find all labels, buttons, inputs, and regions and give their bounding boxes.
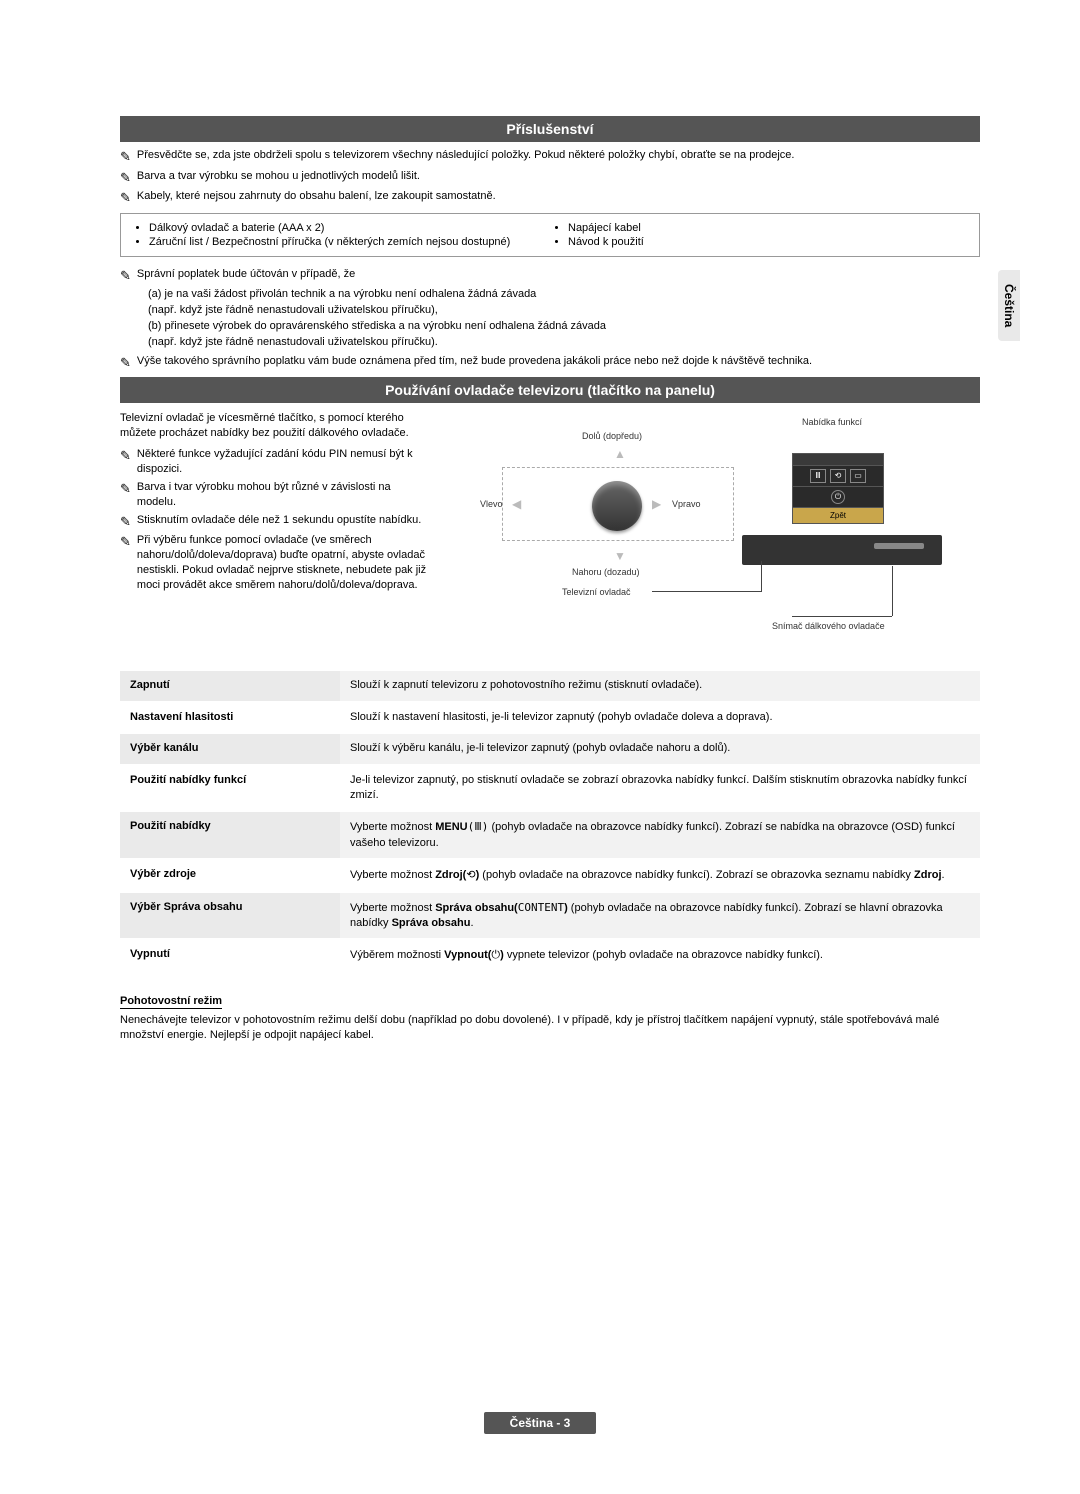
table-row-label: Výběr kanálu xyxy=(120,733,340,764)
func-menu-row: Ⅲ⟲▭ xyxy=(793,466,883,487)
func-menu-row: ⏻ xyxy=(793,487,883,508)
tv-strip xyxy=(742,535,942,565)
note-icon: ✎ xyxy=(120,513,131,531)
table-row-label: Vypnutí xyxy=(120,939,340,971)
table-row-label: Použití nabídky funkcí xyxy=(120,765,340,812)
accessories-col-left: Dálkový ovladač a baterie (AAA x 2) Záru… xyxy=(131,220,550,250)
fee-line: (např. když jste řádně nenastudovali uži… xyxy=(148,335,980,351)
table-row-desc: Vyberte možnost Zdroj(⟲) (pohyb ovladače… xyxy=(340,859,980,891)
fee-line: (a) je na vaši žádost přivolán technik a… xyxy=(148,287,980,303)
note-icon: ✎ xyxy=(120,148,131,166)
accessory-item: Záruční list / Bezpečnostní příručka (v … xyxy=(149,236,550,248)
note-line: ✎ Barva a tvar výrobku se mohou u jednot… xyxy=(120,169,980,187)
diagram-label-right: Vpravo xyxy=(672,499,701,509)
note-text: Při výběru funkce pomocí ovladače (ve sm… xyxy=(137,533,430,592)
accessory-item: Napájecí kabel xyxy=(568,222,969,234)
table-row-label: Zapnutí xyxy=(120,671,340,701)
diagram-label-up: Dolů (dopředu) xyxy=(582,431,642,441)
page: Příslušenství ✎ Přesvědčte se, zda jste … xyxy=(0,0,1080,1104)
note-text: Barva i tvar výrobku mohou být různé v z… xyxy=(137,480,430,510)
accessories-box: Dálkový ovladač a baterie (AAA x 2) Záru… xyxy=(120,213,980,257)
controller-left-col: Televizní ovladač je vícesměrné tlačítko… xyxy=(120,411,430,641)
note-line: ✎ Při výběru funkce pomocí ovladače (ve … xyxy=(120,533,430,592)
table-row-label: Nastavení hlasitosti xyxy=(120,702,340,733)
table-row-label: Výběr zdroje xyxy=(120,859,340,891)
standby-heading: Pohotovostní režim xyxy=(120,995,222,1009)
fee-line: (b) přinesete výrobek do opravárenského … xyxy=(148,319,980,335)
standby-paragraph: Nenechávejte televizor v pohotovostním r… xyxy=(120,1013,980,1044)
callout-line xyxy=(792,616,892,617)
accessory-item: Návod k použití xyxy=(568,236,969,248)
note-text: Přesvědčte se, zda jste obdrželi spolu s… xyxy=(137,148,795,163)
note-icon: ✎ xyxy=(120,533,131,551)
table-row: Použití nabídkyVyberte možnost MENU(Ⅲ) (… xyxy=(120,811,980,859)
note-text: Výše takového správního poplatku vám bud… xyxy=(137,354,812,369)
table-row-desc: Slouží k zapnutí televizoru z pohotovost… xyxy=(340,671,980,701)
table-row: Výběr Správa obsahuVyberte možnost Správ… xyxy=(120,892,980,940)
table-row-desc: Vyberte možnost Správa obsahu(CONTENT) (… xyxy=(340,892,980,940)
accessories-col-right: Napájecí kabel Návod k použití xyxy=(550,220,969,250)
note-icon: ✎ xyxy=(120,447,131,465)
controller-diagram: Dolů (dopředu) ▲ Vlevo ◀ ▶ Vpravo ▼ Naho… xyxy=(442,411,980,641)
tv-badge xyxy=(874,543,924,549)
note-line: ✎ Stisknutím ovladače déle než 1 sekundu… xyxy=(120,513,430,531)
table-row: Použití nabídky funkcíJe-li televizor za… xyxy=(120,765,980,812)
table-row: VypnutíVýběrem možnosti Vypnout(⏻) vypne… xyxy=(120,939,980,971)
diagram-label-funcmenu: Nabídka funkcí xyxy=(802,417,862,427)
table-row: Nastavení hlasitostiSlouží k nastavení h… xyxy=(120,702,980,733)
table-row: Výběr zdrojeVyberte možnost Zdroj(⟲) (po… xyxy=(120,859,980,891)
diagram-label-sensor: Snímač dálkového ovladače xyxy=(772,621,885,631)
table-row-desc: Je-li televizor zapnutý, po stisknutí ov… xyxy=(340,765,980,812)
note-icon: ✎ xyxy=(120,480,131,498)
note-icon: ✎ xyxy=(120,267,131,285)
note-text: Barva a tvar výrobku se mohou u jednotli… xyxy=(137,169,420,184)
note-icon: ✎ xyxy=(120,169,131,187)
accessory-item: Dálkový ovladač a baterie (AAA x 2) xyxy=(149,222,550,234)
controller-two-col: Televizní ovladač je vícesměrné tlačítko… xyxy=(120,411,980,641)
arrow-up-icon: ▲ xyxy=(614,447,626,461)
note-icon: ✎ xyxy=(120,189,131,207)
note-icon: ✎ xyxy=(120,354,131,372)
note-line: ✎ Kabely, které nejsou zahrnuty do obsah… xyxy=(120,189,980,207)
func-menu-mock: Ⅲ⟲▭ ⏻ Zpět xyxy=(792,453,884,524)
page-footer: Čeština - 3 xyxy=(0,1412,1080,1434)
table-row: ZapnutíSlouží k zapnutí televizoru z poh… xyxy=(120,671,980,701)
controller-header: Používání ovladače televizoru (tlačítko … xyxy=(120,377,980,403)
footer-page-number: Čeština - 3 xyxy=(484,1412,597,1434)
diagram-label-left: Vlevo xyxy=(480,499,503,509)
arrow-right-icon: ▶ xyxy=(652,497,661,511)
table-row-desc: Výběrem možnosti Vypnout(⏻) vypnete tele… xyxy=(340,939,980,971)
table-row-desc: Slouží k nastavení hlasitosti, je-li tel… xyxy=(340,702,980,733)
table-row: Výběr kanáluSlouží k výběru kanálu, je-l… xyxy=(120,733,980,764)
fee-line: (např. když jste řádně nenastudovali uži… xyxy=(148,303,980,319)
table-row-desc: Vyberte možnost MENU(Ⅲ) (pohyb ovladače … xyxy=(340,811,980,859)
func-menu-row xyxy=(793,454,883,466)
note-text: Některé funkce vyžadující zadání kódu PI… xyxy=(137,447,430,477)
note-line: ✎ Některé funkce vyžadující zadání kódu … xyxy=(120,447,430,477)
diagram-label-down: Nahoru (dozadu) xyxy=(572,567,640,577)
callout-line xyxy=(652,591,762,592)
controller-intro: Televizní ovladač je vícesměrné tlačítko… xyxy=(120,411,430,441)
note-line: ✎ Správní poplatek bude účtován v případ… xyxy=(120,267,980,285)
note-line: ✎ Výše takového správního poplatku vám b… xyxy=(120,354,980,372)
table-row-desc: Slouží k výběru kanálu, je-li televizor … xyxy=(340,733,980,764)
func-menu-back: Zpět xyxy=(793,508,883,523)
callout-line xyxy=(761,561,762,591)
table-row-label: Výběr Správa obsahu xyxy=(120,892,340,940)
diagram-label-tvcontroller: Televizní ovladač xyxy=(562,587,631,597)
note-line: ✎ Barva i tvar výrobku mohou být různé v… xyxy=(120,480,430,510)
note-text: Stisknutím ovladače déle než 1 sekundu o… xyxy=(137,513,421,528)
function-table: ZapnutíSlouží k zapnutí televizoru z poh… xyxy=(120,671,980,972)
note-text: Správní poplatek bude účtován v případě,… xyxy=(137,267,355,282)
note-text: Kabely, které nejsou zahrnuty do obsahu … xyxy=(137,189,496,204)
arrow-left-icon: ◀ xyxy=(512,497,521,511)
callout-line xyxy=(892,566,893,616)
accessories-header: Příslušenství xyxy=(120,116,980,142)
note-line: ✎ Přesvědčte se, zda jste obdrželi spolu… xyxy=(120,148,980,166)
table-row-label: Použití nabídky xyxy=(120,811,340,859)
arrow-down-icon: ▼ xyxy=(614,549,626,563)
